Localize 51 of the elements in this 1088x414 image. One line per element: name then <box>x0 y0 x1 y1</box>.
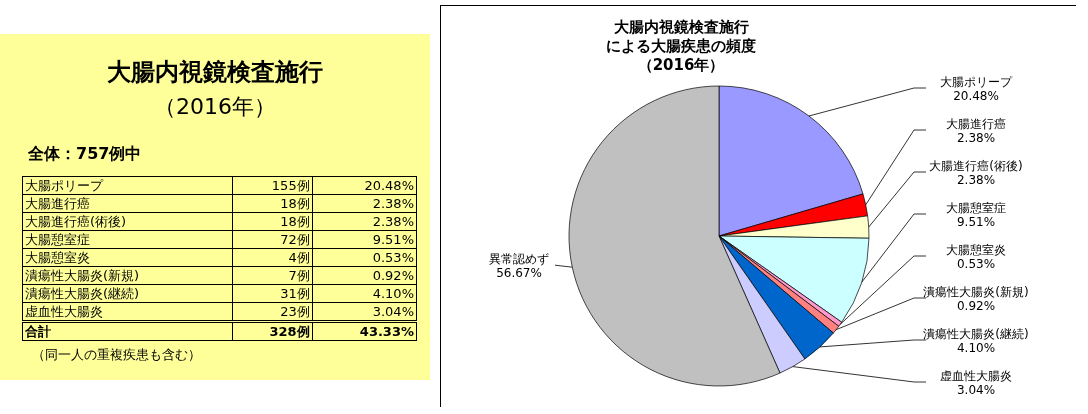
data-label: 7例 <box>232 266 313 285</box>
chart-title: 大腸内視鏡検査施行による大腸疾患の頻度 <box>606 18 756 55</box>
data-label: 9.51% <box>312 230 417 249</box>
data-label: 0.92% <box>956 299 996 313</box>
data-label: 20.48% <box>953 89 999 103</box>
legend-label: 大腸進行癌 <box>946 117 1006 131</box>
data-label: 31例 <box>232 284 313 303</box>
data-label: 4例 <box>232 248 313 267</box>
data-label: 0.53% <box>312 248 417 267</box>
data-label: 0.92% <box>312 266 417 285</box>
data-label: 155例 <box>232 176 313 195</box>
legend-label: 大腸憩室炎 <box>946 243 1006 257</box>
text: （同一人の重複疾患も含む） <box>32 346 201 364</box>
legend-label: 大腸ポリープ <box>940 75 1013 89</box>
data-label: 9.51% <box>956 215 996 229</box>
data-label: 18例 <box>232 212 313 231</box>
text: （2016年） <box>153 93 277 121</box>
data-label: 2.38% <box>956 131 996 145</box>
data-label: 72例 <box>232 230 313 249</box>
text: 大腸内視鏡検査施行 <box>106 57 324 88</box>
data-label: 2.38% <box>956 173 996 187</box>
data-label: 23例 <box>232 302 313 322</box>
data-label: 56.67% <box>496 266 542 281</box>
text: 全体：757例中 <box>28 144 142 165</box>
category-label: 大腸進行癌(術後) <box>22 212 233 231</box>
category-label: 潰瘍性大腸炎(継続) <box>22 284 233 303</box>
data-label: 18例 <box>232 194 313 213</box>
data-label: 328例 <box>232 321 313 341</box>
category-label: 虚血性大腸炎 <box>22 302 233 322</box>
chart-subtitle: （2016年） <box>637 56 725 74</box>
legend-label: 潰瘍性大腸炎(継続) <box>923 327 1029 341</box>
slice-label: 異常認めず <box>489 252 549 267</box>
data-label: 43.33% <box>312 321 417 341</box>
data-label: 3.04% <box>312 302 417 322</box>
category-label: 大腸進行癌 <box>22 194 233 213</box>
legend-label: 潰瘍性大腸炎(新規) <box>923 285 1029 299</box>
legend-label: 虚血性大腸炎 <box>940 369 1012 383</box>
data-label: 4.10% <box>956 341 996 355</box>
data-label: 0.53% <box>956 257 996 271</box>
category-label: 大腸憩室炎 <box>22 248 233 267</box>
category-label: 大腸ポリープ <box>22 176 233 195</box>
legend-label: 大腸憩室症 <box>946 201 1006 215</box>
data-label: 3.04% <box>956 383 996 397</box>
legend-label: 大腸進行癌(術後) <box>929 159 1023 173</box>
data-label: 4.10% <box>312 284 417 303</box>
category-label: 合計 <box>22 321 233 341</box>
data-label: 2.38% <box>312 212 417 231</box>
data-label: 2.38% <box>312 194 417 213</box>
category-label: 大腸憩室症 <box>22 230 233 249</box>
category-label: 潰瘍性大腸炎(新規) <box>22 266 233 285</box>
data-label: 20.48% <box>312 176 417 195</box>
